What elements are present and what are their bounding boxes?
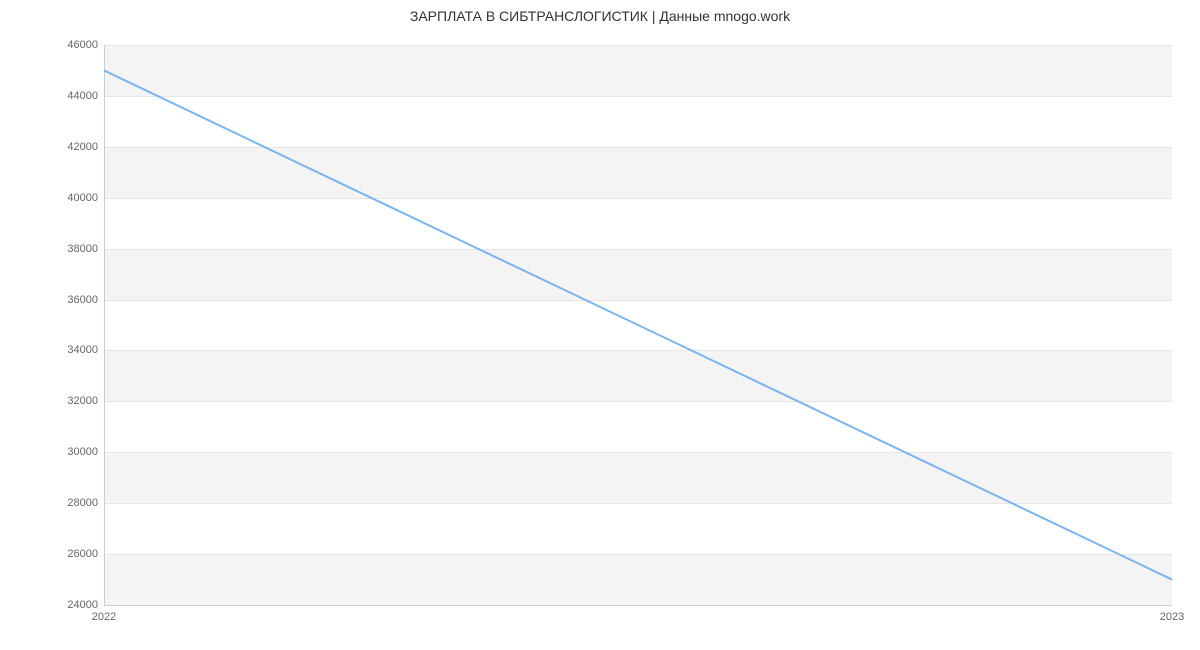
plot-area: 2400026000280003000032000340003600038000… xyxy=(104,45,1172,605)
x-axis-line xyxy=(104,605,1172,606)
chart-title: ЗАРПЛАТА В СИБТРАНСЛОГИСТИК | Данные mno… xyxy=(0,8,1200,24)
y-tick-label: 42000 xyxy=(67,141,104,153)
salary-chart: ЗАРПЛАТА В СИБТРАНСЛОГИСТИК | Данные mno… xyxy=(0,0,1200,650)
y-tick-label: 28000 xyxy=(67,497,104,509)
y-tick-label: 44000 xyxy=(67,90,104,102)
y-tick-label: 26000 xyxy=(67,548,104,560)
y-tick-label: 30000 xyxy=(67,446,104,458)
y-tick-label: 32000 xyxy=(67,395,104,407)
y-tick-label: 46000 xyxy=(67,39,104,51)
series-layer xyxy=(104,45,1172,605)
x-tick-label: 2022 xyxy=(92,605,116,623)
y-tick-label: 40000 xyxy=(67,192,104,204)
y-tick-label: 36000 xyxy=(67,294,104,306)
x-tick-label: 2023 xyxy=(1160,605,1184,623)
series-line xyxy=(104,70,1172,579)
y-tick-label: 34000 xyxy=(67,344,104,356)
y-tick-label: 38000 xyxy=(67,243,104,255)
